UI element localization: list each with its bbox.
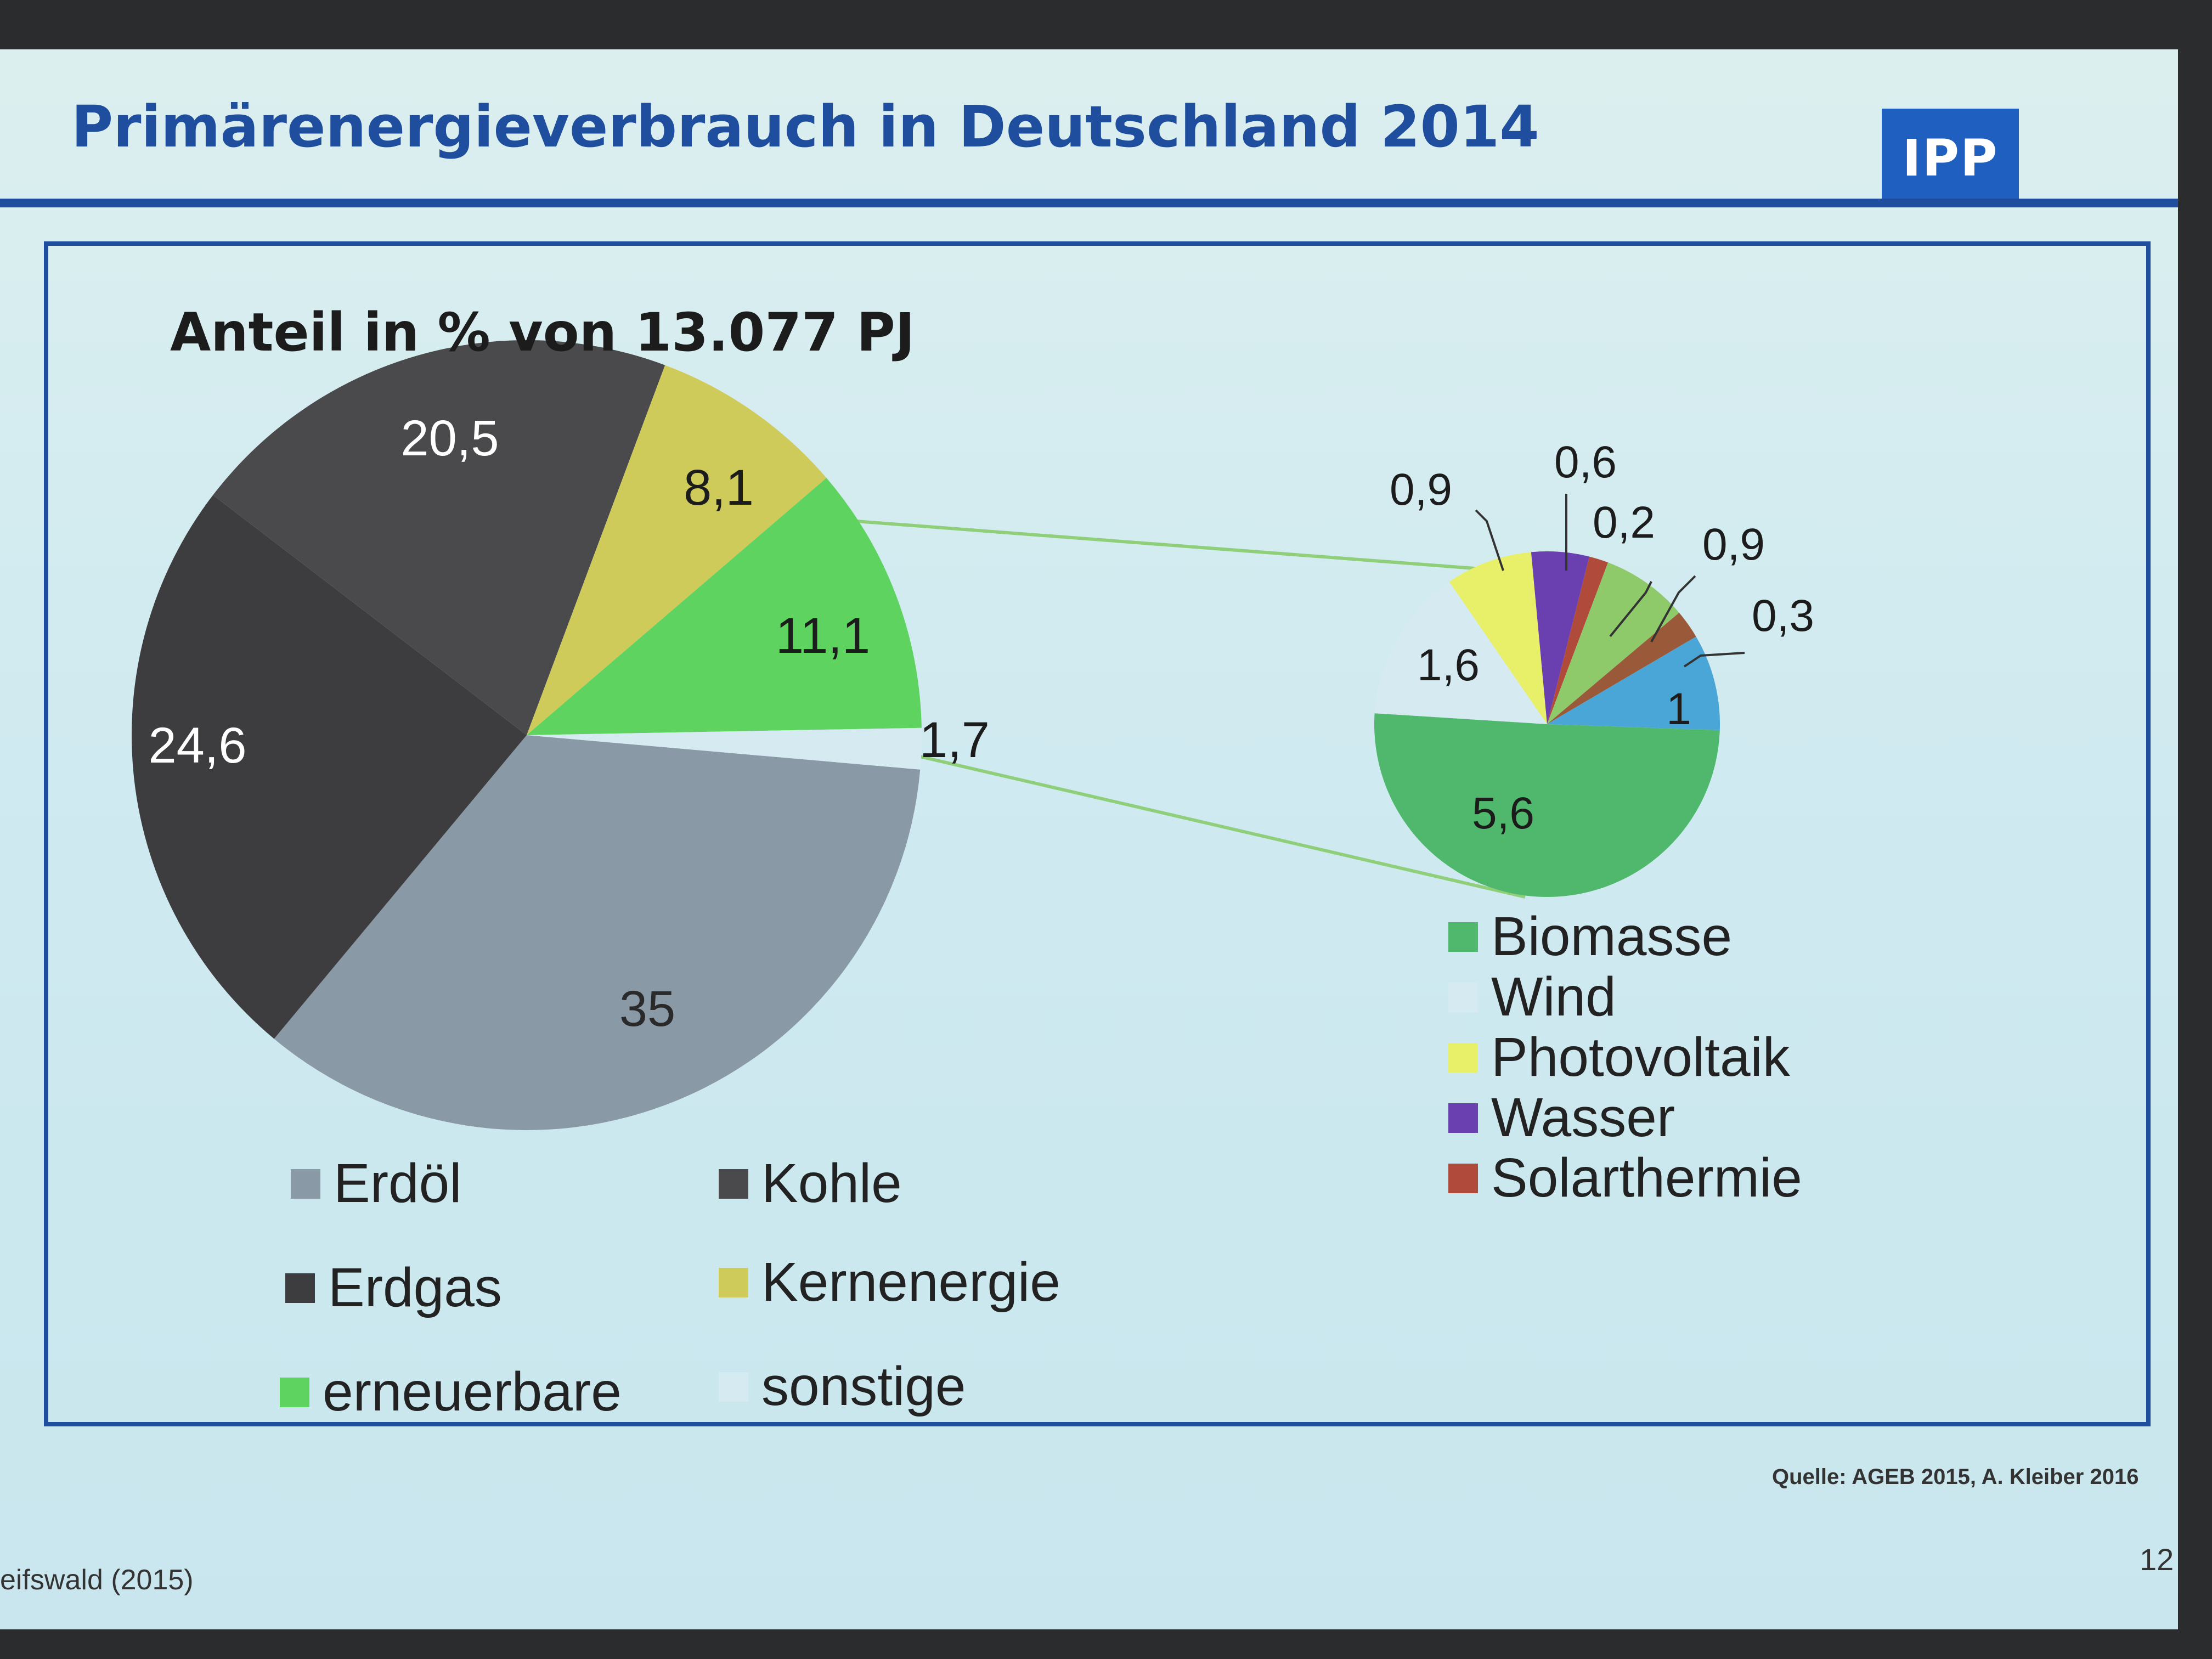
main-label-sonstige: 1,7 bbox=[919, 712, 990, 768]
legend-swatch bbox=[719, 1267, 748, 1297]
title-divider bbox=[0, 199, 2178, 207]
legend-label: Wasser bbox=[1491, 1087, 1675, 1148]
legend-label: Solarthermie bbox=[1491, 1147, 1802, 1209]
legend-label: sonstige bbox=[761, 1356, 966, 1417]
legend-label: Wind bbox=[1491, 966, 1616, 1028]
main-label-kohle: 20,5 bbox=[400, 410, 499, 466]
sub-slice-other-5 bbox=[1547, 562, 1679, 724]
legend-label: Erdöl bbox=[334, 1153, 462, 1214]
legend-item-wasser: Wasser bbox=[1448, 1086, 1675, 1149]
sub-label-photovoltaik: 0,9 bbox=[1390, 465, 1452, 515]
sub-slice-other-6 bbox=[1547, 612, 1696, 724]
legend-item-solarthermie: Solarthermie bbox=[1448, 1147, 1802, 1210]
legend-label: Kernenergie bbox=[761, 1251, 1060, 1313]
chart-frame bbox=[44, 241, 2151, 1426]
legend-swatch bbox=[1448, 1103, 1478, 1133]
leader-line bbox=[1475, 509, 1504, 571]
chart-title: Anteil in % von 13.077 PJ bbox=[170, 302, 915, 363]
legend-swatch bbox=[1448, 1163, 1478, 1193]
legend-swatch bbox=[1448, 922, 1478, 952]
legend-item-kernenergie: Kernenergie bbox=[719, 1251, 1060, 1314]
sub-label-other-6: 0,3 bbox=[1752, 591, 1814, 641]
legend-item-erneuerbare: erneuerbare bbox=[280, 1361, 622, 1424]
legend-item-wind: Wind bbox=[1448, 966, 1616, 1029]
sub-slice-solarthermie bbox=[1547, 556, 1609, 724]
sub-slice-photovoltaik bbox=[1449, 552, 1547, 724]
main-label-erneuerbare: 11,1 bbox=[776, 608, 870, 664]
main-slice-erdgas bbox=[132, 495, 527, 1039]
legend-swatch bbox=[280, 1377, 309, 1407]
sub-slice-biomasse bbox=[1374, 713, 1720, 898]
main-pie: 35 24,6 20,5 8,1 11,1 1,7 bbox=[132, 340, 990, 1130]
legend-item-erd-l: Erdöl bbox=[291, 1152, 461, 1215]
legend-swatch bbox=[1448, 982, 1478, 1012]
legend-swatch bbox=[719, 1372, 748, 1402]
legend-label: erneuerbare bbox=[323, 1361, 622, 1423]
legend-item-kohle: Kohle bbox=[719, 1152, 902, 1215]
slide: Primärenergieverbrauch in Deutschland 20… bbox=[0, 49, 2178, 1629]
legend-swatch bbox=[719, 1169, 748, 1199]
sub-slice-other-7 bbox=[1547, 636, 1720, 730]
ipp-logo: IPP bbox=[1882, 109, 2019, 207]
legend-label: Biomasse bbox=[1491, 906, 1733, 967]
page-number: 12 bbox=[2140, 1542, 2174, 1577]
source-note: Quelle: AGEB 2015, A. Kleiber 2016 bbox=[1772, 1465, 2139, 1489]
legend-label: Erdgas bbox=[328, 1257, 502, 1318]
legend-item-erdgas: Erdgas bbox=[285, 1256, 502, 1319]
sub-label-wind: 1,6 bbox=[1417, 640, 1480, 690]
main-label-erdgas: 24,6 bbox=[148, 718, 246, 774]
main-slice-kohle bbox=[213, 340, 665, 735]
sub-label-biomasse: 5,6 bbox=[1472, 788, 1534, 838]
connector-lines bbox=[820, 517, 1526, 899]
leader-line bbox=[1683, 652, 1745, 668]
slide-title: Primärenergieverbrauch in Deutschland 20… bbox=[71, 93, 1539, 160]
sub-pie: 5,6 1,6 0,9 0,6 0,2 0,9 0,3 1 bbox=[1374, 437, 1814, 898]
main-label-erd-l: 35 bbox=[619, 981, 675, 1037]
leader-line bbox=[1650, 575, 1696, 642]
footer-text: eifswald (2015) bbox=[0, 1564, 194, 1596]
legend-label: Kohle bbox=[761, 1153, 902, 1214]
legend-label: Photovoltaik bbox=[1491, 1026, 1790, 1088]
main-slice-erd-l bbox=[274, 735, 921, 1130]
legend-item-sonstige: sonstige bbox=[719, 1355, 966, 1418]
legend-item-photovoltaik: Photovoltaik bbox=[1448, 1026, 1790, 1089]
sub-label-wasser: 0,6 bbox=[1554, 437, 1617, 487]
sub-label-other-5: 0,9 bbox=[1702, 520, 1765, 569]
sub-label-other-7: 1 bbox=[1666, 684, 1691, 734]
main-label-kernenergie: 8,1 bbox=[684, 460, 754, 516]
legend-swatch bbox=[1448, 1042, 1478, 1073]
main-slice-kernenergie bbox=[527, 365, 827, 735]
sub-slice-wind bbox=[1374, 582, 1547, 724]
chart-canvas: 35 24,6 20,5 8,1 11,1 1,7 5,6 1,6 0,9 0,6 0,2 0,9 0… bbox=[132, 340, 1814, 1130]
leader-line bbox=[1609, 581, 1652, 637]
sub-label-solarthermie: 0,2 bbox=[1593, 498, 1655, 548]
main-slice-sonstige bbox=[527, 727, 922, 770]
sub-slice-wasser bbox=[1531, 551, 1590, 724]
legend-item-biomasse: Biomasse bbox=[1448, 905, 1732, 968]
connector-line bbox=[820, 517, 1504, 572]
legend-swatch bbox=[285, 1273, 315, 1303]
legend-swatch bbox=[291, 1169, 320, 1199]
main-slice-erneuerbare bbox=[527, 478, 922, 735]
connector-line bbox=[910, 753, 1526, 899]
